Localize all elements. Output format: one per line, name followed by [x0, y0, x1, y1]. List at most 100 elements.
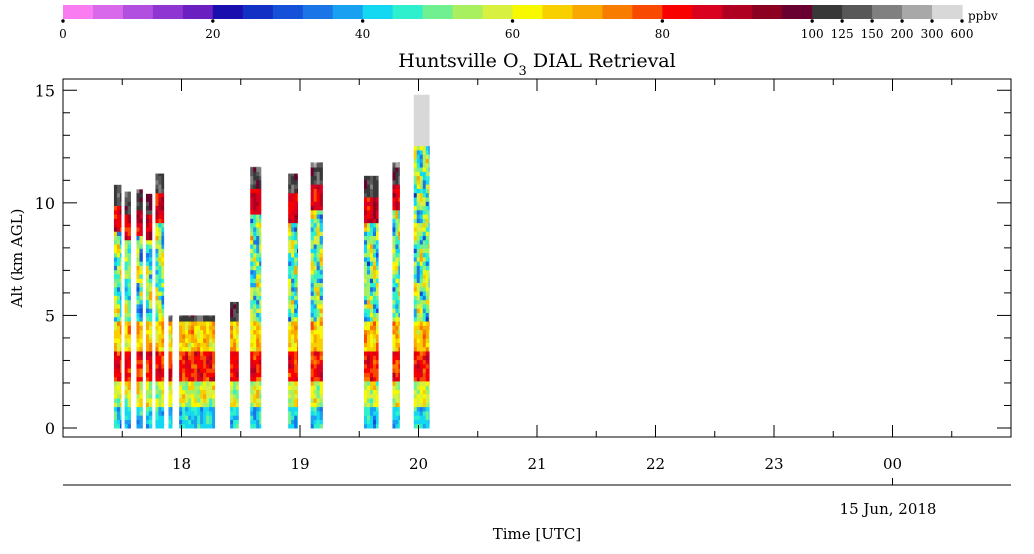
ozone-cell [375, 269, 379, 275]
ozone-cell [250, 338, 254, 343]
ozone-cell [288, 308, 292, 313]
ozone-cell [395, 252, 399, 258]
ozone-cell [116, 282, 121, 288]
ozone-cell [369, 179, 374, 185]
ozone-cell [413, 389, 418, 395]
ozone-cell [230, 350, 234, 356]
ozone-cell [148, 359, 153, 365]
ozone-cell [191, 346, 195, 352]
ozone-cell [259, 261, 262, 266]
ozone-cell [372, 196, 377, 202]
ozone-cell [313, 209, 318, 215]
ozone-cell [139, 205, 143, 211]
ozone-cell [310, 423, 315, 429]
ozone-cell [209, 385, 213, 390]
ozone-cell [291, 393, 295, 399]
ozone-cell [419, 338, 424, 343]
ozone-cell [250, 218, 254, 224]
ozone-cell [297, 376, 299, 382]
ozone-cell [288, 355, 292, 361]
ozone-cell [291, 372, 295, 378]
ozone-cell [119, 308, 122, 313]
ozone-cell [148, 333, 153, 339]
ozone-cell [161, 231, 165, 236]
ozone-cell [236, 338, 239, 343]
ozone-cell [416, 226, 421, 232]
ozone-cell [233, 359, 237, 365]
ozone-cell [416, 107, 421, 112]
ozone-cell [369, 342, 374, 348]
ozone-cell [127, 406, 131, 412]
ozone-cell [209, 398, 213, 403]
ozone-cell [375, 380, 379, 386]
colorbar-swatch [392, 5, 424, 19]
ozone-cell [236, 325, 239, 331]
ozone-cell [116, 201, 121, 207]
ozone-cell [155, 265, 159, 271]
ozone-cell [375, 244, 379, 249]
ozone-cell [158, 188, 162, 194]
ozone-cell [158, 282, 162, 288]
ozone-cell [428, 179, 430, 185]
ozone-cell [127, 368, 131, 373]
ozone-cell [127, 329, 131, 335]
ozone-cell [419, 98, 424, 104]
ozone-cell [291, 389, 295, 395]
ozone-cell [250, 166, 254, 168]
ozone-cell [294, 363, 298, 369]
ozone-cell [185, 385, 189, 390]
ozone-cell [416, 119, 421, 125]
ozone-cell [145, 316, 150, 322]
ozone-cell [366, 355, 371, 361]
ozone-cell [372, 269, 377, 275]
ozone-cell [316, 179, 321, 185]
ozone-cell [179, 398, 183, 403]
ozone-cell [375, 398, 379, 403]
ozone-cell [256, 252, 260, 258]
ozone-cell [200, 338, 204, 343]
ozone-cell [395, 205, 399, 211]
ozone-cell [259, 222, 262, 228]
ozone-cell [194, 406, 198, 412]
ozone-cell [422, 128, 427, 134]
ozone-cell [256, 398, 260, 403]
ozone-cell [145, 312, 150, 318]
ozone-cell [392, 393, 396, 399]
ozone-cell [203, 363, 207, 369]
ozone-cell [116, 295, 121, 301]
ozone-cell [116, 402, 121, 408]
ozone-cell [297, 299, 299, 305]
ozone-cell [188, 321, 192, 326]
ozone-cell [136, 402, 140, 408]
ozone-cell [139, 316, 143, 322]
ozone-cell [256, 355, 260, 361]
ozone-cell [113, 410, 118, 416]
ozone-cell [259, 303, 262, 309]
ozone-cell [398, 278, 400, 284]
ozone-cell [136, 406, 140, 412]
ozone-cell [236, 308, 239, 313]
ozone-cell [419, 119, 424, 125]
ozone-cell [206, 342, 210, 348]
ozone-cell [398, 273, 400, 279]
ozone-cell [419, 137, 424, 142]
ozone-cell [313, 295, 318, 301]
ozone-cell [148, 286, 153, 292]
ozone-cell [127, 269, 131, 275]
ozone-cell [291, 269, 295, 275]
ozone-cell [395, 239, 399, 245]
ozone-cell [297, 226, 299, 232]
ozone-cell [197, 316, 201, 322]
ozone-cell [319, 338, 323, 343]
ozone-cell [200, 368, 204, 373]
ozone-cell [250, 196, 254, 202]
ozone-cell [259, 380, 262, 386]
ozone-cell [428, 115, 430, 121]
ozone-cell [398, 368, 400, 373]
ozone-cell [428, 415, 430, 420]
ozone-cell [425, 269, 430, 275]
ozone-cell [310, 196, 315, 202]
ozone-cell [425, 415, 430, 420]
ozone-cell [425, 102, 430, 108]
ozone-cell [256, 291, 260, 296]
